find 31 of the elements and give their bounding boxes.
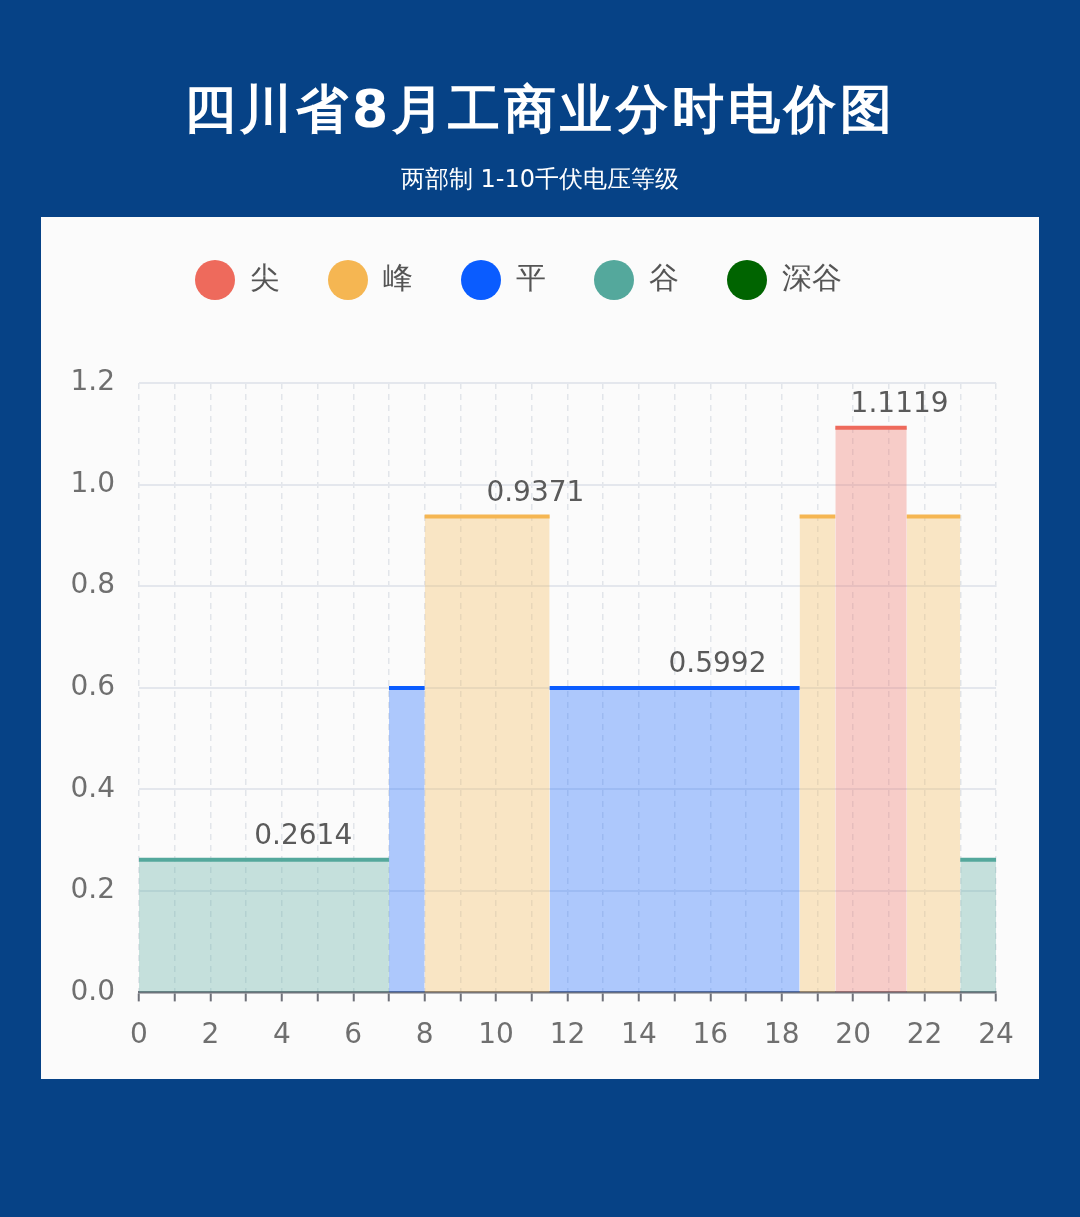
legend-label: 峰	[383, 259, 413, 295]
annotation: 1.1119	[850, 386, 949, 420]
x-tick-label: 2	[201, 1017, 220, 1051]
chart-title: 四川省8月工商业分时电价图	[182, 78, 898, 141]
x-tick-label: 12	[549, 1017, 586, 1051]
x-tick-label: 6	[344, 1017, 363, 1051]
legend-label: 平	[516, 259, 546, 295]
x-tick-label: 10	[478, 1017, 514, 1051]
y-tick-label: 0.4	[70, 770, 115, 804]
legend-label: 深谷	[782, 259, 842, 295]
x-tick-label: 20	[835, 1017, 871, 1051]
legend-label: 谷	[649, 259, 679, 295]
y-tick-label: 0.8	[70, 567, 115, 601]
chart-subtitle: 两部制 1-10千伏电压等级	[399, 164, 681, 195]
x-tick-label: 0	[130, 1017, 148, 1051]
x-tick-label: 8	[415, 1017, 434, 1051]
annotation: 0.5992	[668, 646, 767, 680]
x-tick-label: 24	[978, 1017, 1014, 1051]
y-tick-label: 0.6	[70, 668, 115, 702]
x-tick-label: 16	[692, 1017, 729, 1051]
y-tick-label: 1.2	[70, 364, 115, 398]
x-tick-label: 4	[272, 1017, 291, 1051]
x-tick-label: 14	[621, 1017, 657, 1051]
y-tick-label: 0.2	[70, 872, 115, 906]
annotation: 0.2614	[254, 817, 353, 851]
annotation: 0.9371	[486, 474, 585, 508]
y-tick-label: 0.0	[70, 973, 115, 1007]
x-tick-label: 18	[763, 1017, 800, 1051]
x-tick-label: 22	[906, 1017, 943, 1051]
y-tick-label: 1.0	[70, 465, 115, 499]
legend-label: 尖	[250, 259, 280, 295]
